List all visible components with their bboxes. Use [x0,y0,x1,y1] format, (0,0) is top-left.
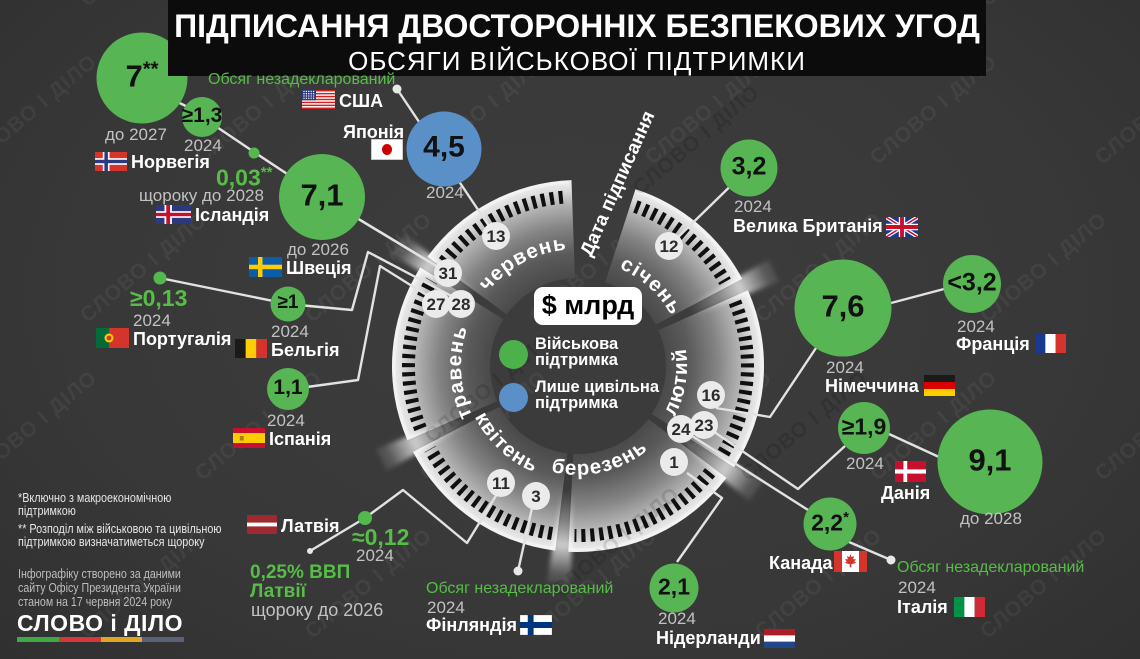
svg-text:11: 11 [492,474,510,493]
svg-text:31: 31 [439,264,458,283]
svg-text:23: 23 [695,416,714,435]
svg-text:13: 13 [487,227,506,246]
svg-text:3: 3 [531,487,540,506]
svg-text:24: 24 [672,420,691,439]
svg-text:28: 28 [452,295,471,314]
svg-text:16: 16 [702,386,721,405]
svg-text:27: 27 [427,295,446,314]
svg-text:1: 1 [669,453,678,472]
svg-text:12: 12 [660,237,679,256]
